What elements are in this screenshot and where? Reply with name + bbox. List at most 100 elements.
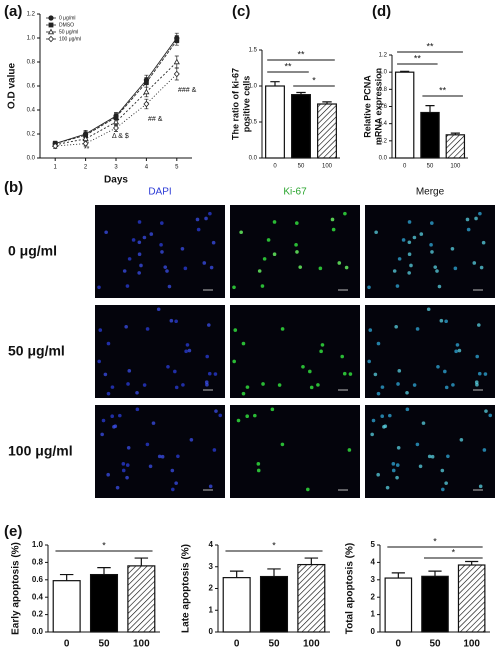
cell <box>484 409 488 413</box>
cell <box>474 216 478 221</box>
cell <box>316 383 320 387</box>
y-tick-label: 0.6 <box>27 84 36 90</box>
cell <box>104 230 108 235</box>
cell <box>409 263 413 268</box>
y-tick-label: 0.8 <box>27 60 36 66</box>
cell <box>110 385 115 389</box>
cell <box>343 211 347 216</box>
cell <box>236 418 241 423</box>
cell <box>427 454 432 459</box>
cell <box>475 354 480 359</box>
cell <box>430 221 434 225</box>
y-tick-label: 0.6 <box>32 575 44 584</box>
cell <box>440 468 445 473</box>
x-tick-label: 50 <box>268 639 280 650</box>
marker <box>112 118 120 125</box>
marker <box>48 35 54 43</box>
significance-label: ** <box>414 53 422 63</box>
x-tick-label: 50 <box>298 164 305 170</box>
micrograph <box>95 405 225 498</box>
x-tick-label: 100 <box>463 639 480 650</box>
x-tick-label: 0 <box>403 164 407 170</box>
cell <box>373 372 378 377</box>
cell <box>137 252 142 256</box>
y-tick-label: 0.8 <box>32 558 44 567</box>
cell <box>405 407 410 412</box>
cell <box>127 257 132 261</box>
bar <box>421 575 449 633</box>
cell <box>121 462 126 466</box>
error-bar <box>59 573 74 581</box>
micrograph <box>365 405 495 498</box>
legend-label: DMSO <box>59 22 74 28</box>
cell <box>380 414 385 419</box>
y-tick-label: 1 <box>371 610 376 619</box>
x-tick-label: 0 <box>234 639 240 650</box>
micrograph <box>95 205 225 298</box>
cell <box>396 445 401 450</box>
cell <box>184 349 188 354</box>
bar <box>127 565 156 633</box>
cell <box>396 382 400 386</box>
y-tick-label: 0.0 <box>379 156 388 162</box>
x-tick-label: 100 <box>450 164 461 170</box>
cell <box>392 269 397 273</box>
cell <box>454 349 458 354</box>
cell <box>205 354 210 359</box>
cell <box>204 380 209 385</box>
cell <box>204 216 208 221</box>
x-tick-label: 50 <box>98 639 110 650</box>
cell <box>125 463 130 467</box>
cell <box>397 257 402 261</box>
cell <box>430 250 434 254</box>
cell <box>253 413 257 418</box>
significance-label: * <box>433 536 437 546</box>
y-tick-label: 3 <box>209 562 214 571</box>
series-line <box>55 73 178 147</box>
cell <box>232 359 236 364</box>
cell <box>412 235 417 240</box>
micrograph <box>365 305 495 398</box>
y-axis-label: O.D value <box>7 63 18 110</box>
cell <box>295 221 299 225</box>
cell <box>444 481 448 485</box>
cell <box>483 372 488 376</box>
cell <box>142 235 147 240</box>
micrograph <box>365 205 495 298</box>
cell <box>385 485 390 490</box>
cell <box>183 266 188 271</box>
cell <box>139 263 143 268</box>
cell <box>430 454 435 459</box>
y-tick-label: 0.2 <box>27 132 36 138</box>
micrograph <box>230 205 360 298</box>
cell <box>214 409 218 413</box>
y-tick-label: 4 <box>209 540 214 549</box>
significance-label: * <box>312 75 316 85</box>
cell <box>455 343 460 347</box>
cell <box>160 250 164 254</box>
annotation: ## & <box>148 116 163 123</box>
column-header: Merge <box>416 187 445 198</box>
y-tick-label: 4 <box>371 558 376 567</box>
x-tick-label: 1 <box>54 165 58 171</box>
cell <box>465 217 470 222</box>
cell <box>187 348 192 353</box>
cell <box>306 487 310 492</box>
error-bar <box>304 557 319 565</box>
y-tick-label: 1.0 <box>32 540 44 549</box>
cell <box>180 246 185 251</box>
cell <box>367 285 371 290</box>
cell <box>239 230 243 235</box>
bar <box>297 563 326 633</box>
panel-label: (e) <box>4 523 22 540</box>
marker <box>47 28 55 35</box>
annotation: ** <box>84 146 90 153</box>
cell <box>319 349 323 354</box>
marker <box>143 100 150 108</box>
cell <box>126 445 131 450</box>
cell <box>446 454 450 459</box>
cell <box>401 238 406 242</box>
cell <box>443 369 447 374</box>
cell <box>478 484 483 489</box>
